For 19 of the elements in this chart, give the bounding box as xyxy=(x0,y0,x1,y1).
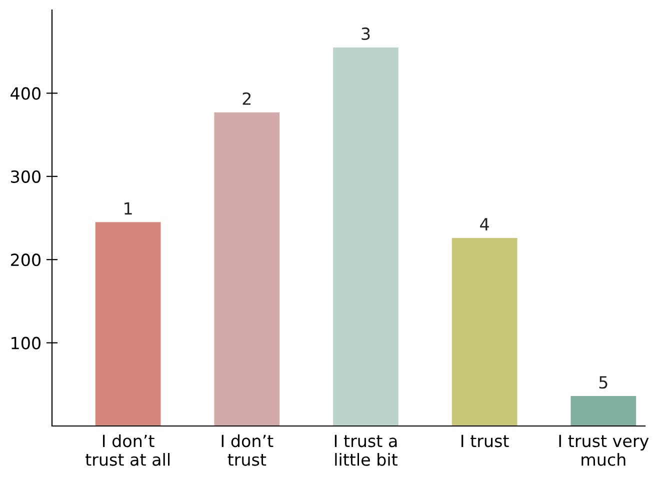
x-tick-label: I trust xyxy=(462,434,509,448)
y-tick-label: 300 xyxy=(11,170,40,183)
bar xyxy=(570,396,636,426)
bar xyxy=(452,238,518,426)
x-tick-label: I don’t trust at all xyxy=(86,434,170,466)
y-tick-label: 200 xyxy=(10,254,40,266)
bar xyxy=(95,222,161,426)
x-tick-label: I don’t trust xyxy=(222,434,274,466)
bar xyxy=(333,47,398,426)
y-tick-label: 100 xyxy=(12,336,40,350)
annotation: 4 xyxy=(480,218,489,230)
annotation: 2 xyxy=(242,92,251,105)
x-tick-label: I trust very much xyxy=(559,434,649,466)
annotation: 5 xyxy=(599,376,608,389)
x-tick-label: I trust a little bit xyxy=(334,434,398,466)
bar xyxy=(214,112,280,426)
annotation: 3 xyxy=(362,27,370,40)
annotation: 1 xyxy=(124,202,132,215)
y-tick-label: 400 xyxy=(10,87,40,100)
